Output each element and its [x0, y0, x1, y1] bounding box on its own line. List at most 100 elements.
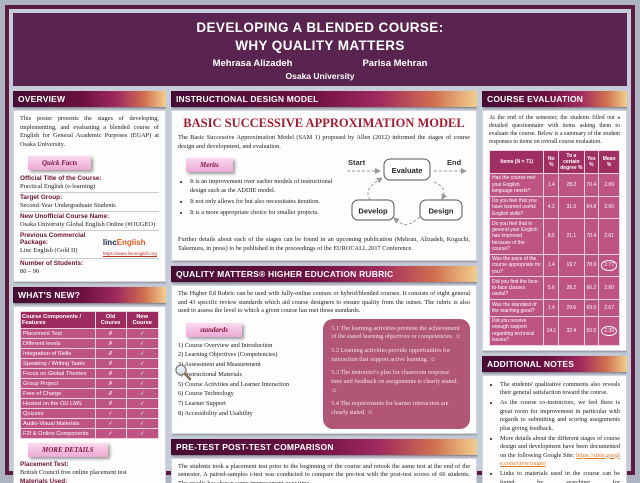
standard-item: 7) Learner Support: [178, 400, 226, 408]
merit-item: It not only allows for but also necessit…: [190, 198, 338, 207]
table-row: Integration of Skills ✗ ✓: [20, 348, 159, 360]
pretest-panel: The students took a placement test prior…: [171, 457, 477, 483]
linc-english-link[interactable]: https://www.lincenglish.org: [102, 251, 157, 257]
materials-used-label: Materials Used:: [20, 478, 68, 483]
standard-item: 3) Assessment and Measurement: [178, 361, 261, 369]
author-2: Parisa Mehran: [362, 58, 428, 70]
table-row: Did you find the face-to-face classes us…: [488, 276, 620, 301]
note-item: As the course co-instructors, we feel th…: [500, 399, 620, 432]
poster-columns: OVERVIEW This poster presents the stages…: [13, 91, 627, 483]
qm-highlights-box: 5.1 The learning activities promote the …: [323, 318, 470, 429]
title-line-1: DEVELOPING A BLENDED COURSE:: [196, 20, 444, 35]
sam-footnote: Further details about each of the stages…: [178, 236, 470, 252]
section-header-quality-matters: QUALITY MATTERS® HIGHER EDUCATION RUBRIC: [171, 266, 477, 283]
field-official-title: Official Title of the Course: Practical …: [20, 174, 159, 194]
course-evaluation-panel: At the end of the semester, the students…: [482, 110, 627, 351]
authors: Mehrasa Alizadeh Parisa Mehran: [17, 58, 623, 69]
standard-item: 6) Course Technology: [178, 390, 234, 398]
section-header-pretest: PRE-TEST POST-TEST COMPARISON: [171, 438, 477, 455]
section-header-design-model: INSTRUCTIONAL DESIGN MODEL: [171, 91, 477, 108]
quality-matters-panel: The Higher Ed Rubric can be used with fu…: [171, 285, 477, 434]
middle-column: INSTRUCTIONAL DESIGN MODEL BASIC SUCCESS…: [171, 91, 477, 483]
table-row: Speaking / Writing Tasks ✗ ✓: [20, 358, 159, 370]
standards-button[interactable]: standards: [186, 322, 243, 337]
table-row: F2f & Online Components ✓ ✓: [20, 428, 159, 440]
additional-notes-panel: The students' qualitative comments also …: [482, 374, 627, 483]
table-row: Free of Charge ✗ ✓: [20, 388, 159, 400]
poster: DEVELOPING A BLENDED COURSE: WHY QUALITY…: [5, 5, 635, 483]
diagram-develop-box: Develop: [358, 207, 388, 216]
table-row: Hosted on the OU LMS ✗ ✓: [20, 398, 159, 410]
overview-intro: This poster presents the stages of devel…: [20, 115, 159, 148]
diagram-end-label: End: [447, 158, 462, 167]
qm-highlight: 5.2 Learning activities provide opportun…: [331, 346, 451, 363]
section-header-whats-new: WHAT'S NEW?: [13, 287, 166, 304]
course-evaluation-table: Items (N = 71) No % To a certain degree …: [488, 149, 620, 346]
circled-value: 2.39: [601, 325, 617, 336]
diagram-design-box: Design: [428, 207, 453, 216]
sam-intro: The Basic Successive Approximation Model…: [178, 134, 470, 150]
section-header-overview: OVERVIEW: [13, 91, 166, 108]
affiliation: Osaka University: [285, 71, 355, 82]
placement-test-value: British Council free online placement te…: [20, 469, 127, 477]
overview-panel: This poster presents the stages of devel…: [13, 110, 166, 283]
diagram-evaluate-box: Evaluate: [392, 166, 423, 175]
title-line-2: WHY QUALITY MATTERS: [235, 37, 405, 53]
poster-header: DEVELOPING A BLENDED COURSE: WHY QUALITY…: [13, 13, 627, 87]
qm-intro: The Higher Ed Rubric can be used with fu…: [178, 290, 470, 315]
right-column: COURSE EVALUATION At the end of the seme…: [482, 91, 627, 483]
google-site-link[interactable]: https://sites.google.com/view/ougeo: [500, 451, 620, 467]
diagram-start-label: Start: [348, 158, 366, 167]
qm-highlight: 5.3 The instructor's plan for classroom …: [331, 369, 458, 394]
note-item: The students' qualitative comments also …: [500, 381, 620, 398]
merits-list: It is an improvement over earlier models…: [182, 178, 338, 217]
standard-item: 1) Course Overview and Introduction: [178, 341, 273, 349]
standard-item: 8) Accessibility and Usability: [178, 409, 253, 417]
notes-list: The students' qualitative comments also …: [491, 381, 620, 483]
table-header-row: Course Components / Features Old Course …: [20, 311, 159, 330]
merit-item: It is an improvement over earlier models…: [190, 178, 338, 196]
whats-new-table: Course Components / Features Old Course …: [20, 311, 159, 440]
linc-english-logo: lincEnglish https://www.lincenglish.org: [102, 238, 157, 257]
table-row: Group Project ✗ ✓: [20, 378, 159, 390]
course-evaluation-intro: At the end of the semester, the students…: [489, 115, 620, 145]
field-new-course-name: New Unofficial Course Name: Osaka Univer…: [20, 212, 159, 232]
standard-item: 5) Course Activities and Learner Interac…: [178, 380, 290, 388]
section-header-course-evaluation: COURSE EVALUATION: [482, 91, 627, 108]
qm-highlight: 5.4 The requirements for learner interac…: [331, 400, 449, 416]
quick-facts-button[interactable]: Quick Facts: [28, 156, 92, 171]
standard-item: 4) Instructional Materials: [178, 370, 242, 378]
circled-value: 2.77: [601, 260, 617, 271]
poster-title: DEVELOPING A BLENDED COURSE: WHY QUALITY…: [17, 19, 623, 54]
field-target-group: Target Group: Second-Year Undergraduate …: [20, 193, 159, 213]
placement-test-label: Placement Test:: [20, 461, 69, 469]
note-item: More details about the different stages …: [500, 435, 620, 468]
table-row: Was the standard of the teaching good? 1.…: [488, 299, 620, 317]
table-row: Do you feel that you have learned useful…: [488, 195, 620, 220]
merits-button[interactable]: Merits: [186, 158, 233, 173]
table-row: Focus on Global Themes ✗ ✓: [20, 368, 159, 380]
table-row: Has the course met your English language…: [488, 172, 620, 197]
table-header-row: Items (N = 71) No % To a certain degree …: [488, 149, 620, 174]
table-row: Was the pace of the course appropriate f…: [488, 253, 620, 278]
qm-highlight: 5.1 The learning activities promote the …: [331, 324, 462, 341]
whats-new-panel: Course Components / Features Old Course …: [13, 306, 166, 483]
standard-item: 2) Learning Objectives (Competencies): [178, 351, 278, 359]
table-row: Did you receive enough support regarding…: [488, 315, 620, 346]
table-row: Audio-Visual Materials ✓ ✓: [20, 418, 159, 430]
table-row: Placement Test ✗ ✓: [20, 328, 159, 340]
table-row: Different levels ✗ ✓: [20, 338, 159, 350]
sam-diagram-svg: Start Evaluate End Develop Design: [347, 158, 467, 226]
merit-item: It is a more appropriate choice for smal…: [190, 209, 338, 218]
sam-cycle-diagram: Start Evaluate End Develop Design: [344, 154, 470, 233]
table-row: Do you feel that in general your English…: [488, 218, 620, 255]
design-model-panel: BASIC SUCCESSIVE APPROXIMATION MODEL The…: [171, 110, 477, 262]
field-number-of-students: Number of Students: 80 – 90: [20, 260, 84, 276]
section-header-additional-notes: ADDITIONAL NOTES: [482, 355, 627, 372]
magnifier-icon: [175, 363, 192, 380]
field-previous-package: Previous Commercial Package: Linc Englis…: [20, 231, 159, 260]
note-item: Links to materials used in the course ca…: [500, 470, 620, 483]
table-row: Quizzes ✓ ✓: [20, 408, 159, 420]
more-details-button[interactable]: MORE DETAILS: [28, 443, 108, 458]
sam-title: BASIC SUCCESSIVE APPROXIMATION MODEL: [183, 116, 465, 131]
